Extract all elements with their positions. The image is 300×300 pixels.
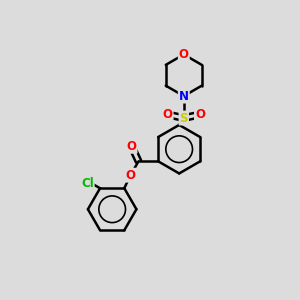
Text: O: O	[179, 48, 189, 61]
Text: O: O	[163, 108, 172, 121]
Text: S: S	[179, 112, 188, 124]
Text: O: O	[125, 169, 135, 182]
Text: Cl: Cl	[81, 177, 94, 190]
Text: O: O	[195, 108, 205, 121]
Text: O: O	[127, 140, 136, 153]
Text: N: N	[179, 90, 189, 103]
